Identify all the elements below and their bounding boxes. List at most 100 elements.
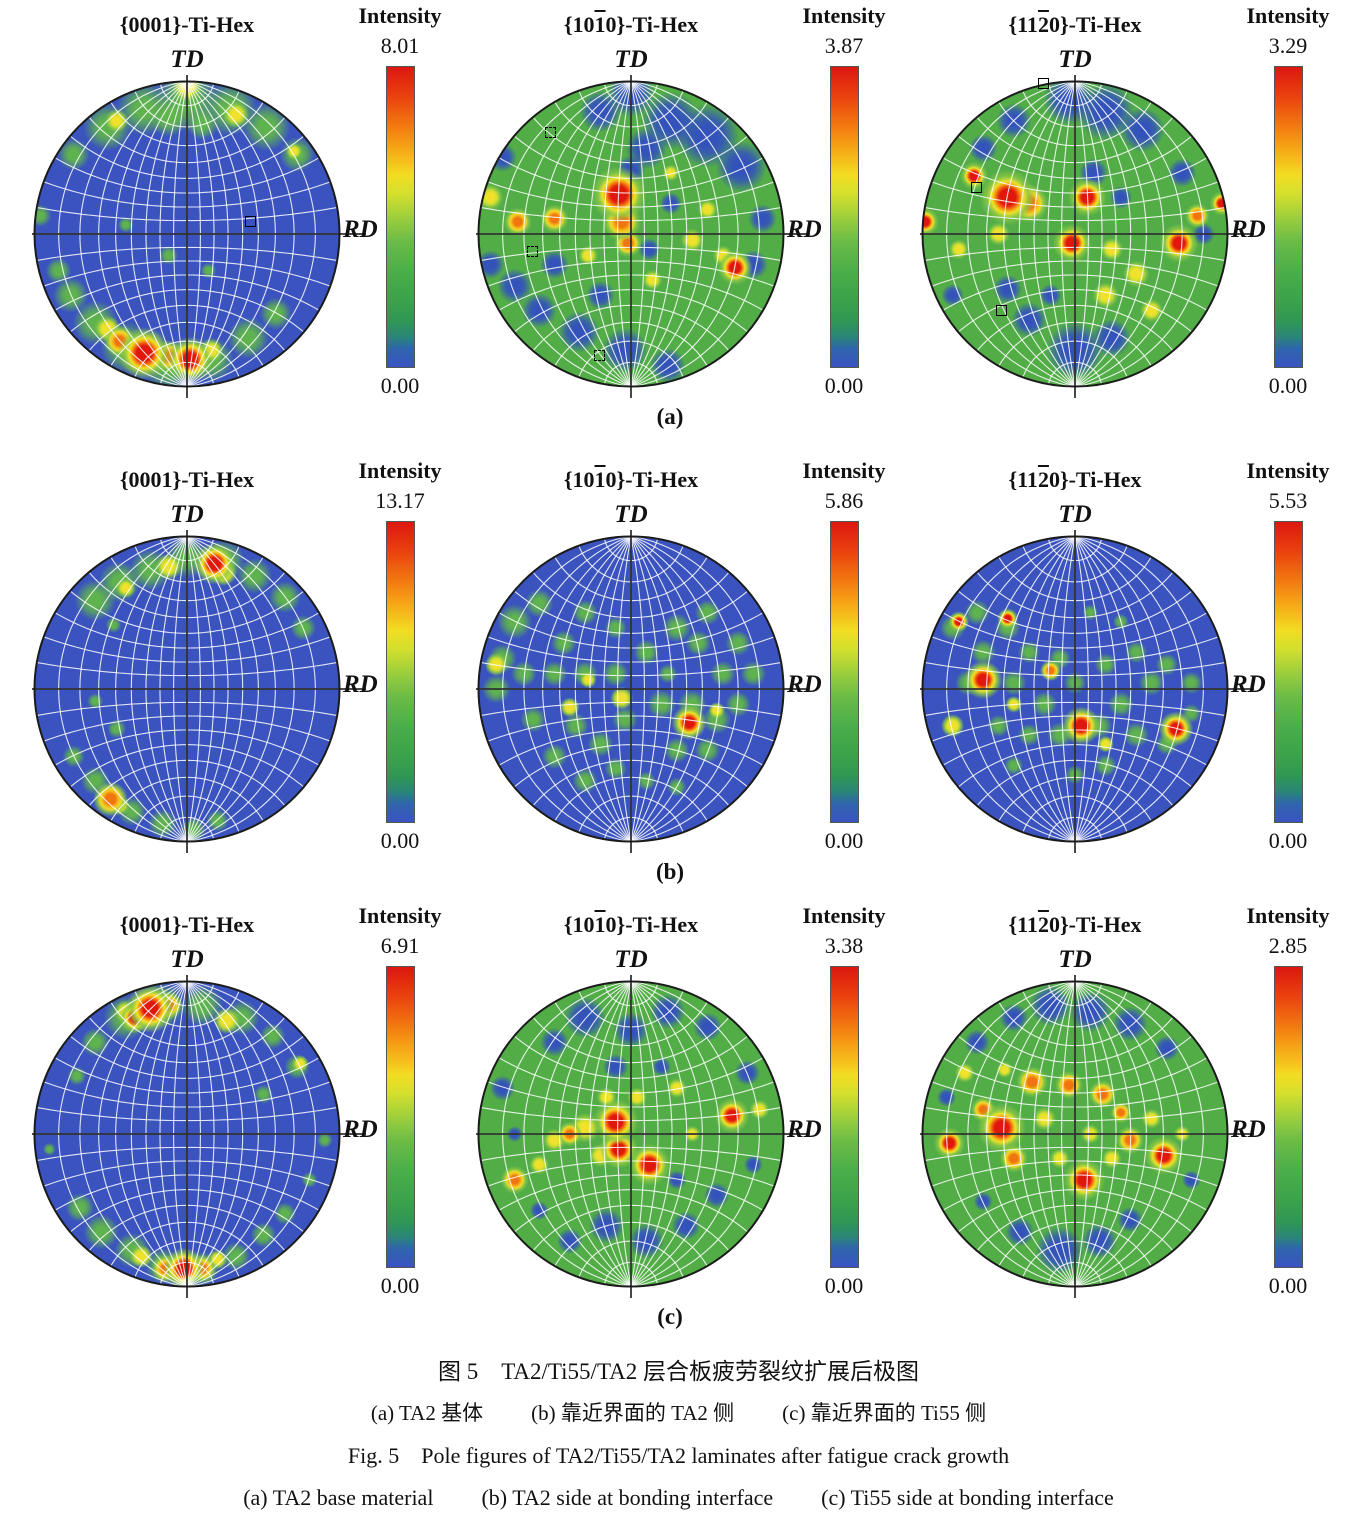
colorbar-min-value: 0.00: [380, 373, 420, 398]
colorbar-max-value: 3.29: [1268, 33, 1308, 58]
pole-figure-title: {0001}-Ti-Hex: [34, 912, 340, 938]
pole-figure-row-c: {0001}-Ti-Hex TD RD Intensity 6.91 0.00 {1010}…: [0, 900, 1357, 1352]
selection-square-marker: [545, 127, 557, 139]
pole-figure-panel: {0001}-Ti-Hex TD RD Intensity 13.17 0.00: [0, 455, 452, 907]
pole-figure-title: {1010}-Ti-Hex: [478, 467, 784, 493]
intensity-colorbar: [829, 66, 859, 368]
title-text: 0}-Ti-Hex: [1048, 912, 1142, 937]
colorbar-title: Intensity: [358, 903, 442, 928]
caption-en-subtitle: (a) TA2 base material (b) TA2 side at bon…: [0, 1484, 1357, 1511]
colorbar-min-value: 0.00: [824, 373, 864, 398]
title-text: {11: [1008, 467, 1038, 492]
colorbar-min-value: 0.00: [824, 828, 864, 853]
pole-figure-plot: [476, 975, 810, 1298]
colorbar-max-value: 13.17: [375, 488, 425, 513]
stereographic-grid: [32, 975, 366, 1298]
intensity-colorbar: [829, 521, 859, 823]
stereographic-grid: [920, 75, 1254, 398]
title-text: {10: [563, 912, 595, 937]
intensity-colorbar: [829, 966, 859, 1268]
title-text: {11: [1008, 912, 1038, 937]
td-axis-label: TD: [170, 46, 204, 73]
pole-figure-rim: [33, 980, 341, 1288]
colorbar-title: Intensity: [1246, 3, 1330, 28]
title-text: {0001: [119, 912, 173, 937]
intensity-colorbar-block: Intensity 6.91 0.00: [348, 900, 452, 1299]
colorbar-title: Intensity: [358, 3, 442, 28]
pole-figure-title: {1120}-Ti-Hex: [922, 467, 1228, 493]
pole-figure-plot: [32, 975, 366, 1298]
td-axis-label: TD: [1058, 501, 1092, 528]
rd-axis-label: RD: [787, 671, 822, 698]
pole-figure-rim: [477, 80, 785, 388]
intensity-colorbar-block: Intensity 5.53 0.00: [1236, 455, 1340, 854]
pole-figure-panel: {0001}-Ti-Hex TD RD Intensity 8.01 0.00: [0, 0, 452, 452]
title-overbar-digit: 1: [594, 467, 606, 492]
pole-figure-row-a: {0001}-Ti-Hex TD RD Intensity 8.01 0.00 {1010}…: [0, 0, 1357, 452]
pole-figure-title: {1120}-Ti-Hex: [922, 12, 1228, 38]
colorbar-title: Intensity: [802, 3, 886, 28]
selection-square-marker: [971, 182, 983, 194]
caption-en-title: Fig. 5 Pole figures of TA2/Ti55/TA2 lami…: [347, 1443, 1010, 1468]
caption-en-subtitle-part: (c) Ti55 side at bonding interface: [821, 1485, 1114, 1510]
rd-axis-label: RD: [1231, 216, 1266, 243]
pole-figure-panel: {1010}-Ti-Hex TD RD Intensity 5.86 0.00: [444, 455, 896, 907]
intensity-colorbar: [385, 66, 415, 368]
stereographic-grid: [920, 530, 1254, 853]
title-text: {0001: [119, 12, 173, 37]
colorbar-max-value: 6.91: [380, 933, 420, 958]
selection-square-marker: [245, 215, 257, 227]
rd-axis-label: RD: [343, 1116, 378, 1143]
title-text: {10: [563, 12, 595, 37]
title-overbar-digit: 2: [1037, 912, 1049, 937]
pole-figure-plot: [32, 530, 366, 853]
rd-axis-label: RD: [1231, 1116, 1266, 1143]
pole-figure-panel: {1120}-Ti-Hex TD RD Intensity 5.53 0.00: [888, 455, 1340, 907]
pole-figure-rim: [477, 980, 785, 1288]
pole-figure-rim: [33, 80, 341, 388]
colorbar-title: Intensity: [802, 458, 886, 483]
title-text: 0}-Ti-Hex: [1048, 12, 1142, 37]
caption-zh-subtitle-part: (b) 靠近界面的 TA2 侧: [531, 1401, 735, 1425]
title-text: 0}-Ti-Hex: [605, 467, 699, 492]
row-label-b: (b): [655, 859, 685, 884]
intensity-colorbar: [1273, 66, 1303, 368]
intensity-colorbar-block: Intensity 3.87 0.00: [792, 0, 896, 399]
pole-figure-rim: [477, 535, 785, 843]
stereographic-grid: [32, 75, 366, 398]
pole-figure-rim: [921, 980, 1229, 1288]
colorbar-min-value: 0.00: [824, 1273, 864, 1298]
pole-figure-rim: [921, 535, 1229, 843]
intensity-colorbar: [385, 521, 415, 823]
colorbar-max-value: 3.87: [824, 33, 864, 58]
intensity-colorbar-block: Intensity 3.38 0.00: [792, 900, 896, 1299]
pole-figure-panel: {1010}-Ti-Hex TD RD Intensity 3.38 0.00: [444, 900, 896, 1352]
rd-axis-label: RD: [787, 216, 822, 243]
colorbar-max-value: 8.01: [380, 33, 420, 58]
caption-zh-subtitle: (a) TA2 基体 (b) 靠近界面的 TA2 侧 (c) 靠近界面的 Ti55 …: [0, 1400, 1357, 1427]
title-text: {11: [1008, 12, 1038, 37]
title-text: }-Ti-Hex: [172, 912, 255, 937]
stereographic-grid: [476, 75, 810, 398]
rd-axis-label: RD: [787, 1116, 822, 1143]
colorbar-min-value: 0.00: [1268, 1273, 1308, 1298]
pole-figure-plot: [920, 530, 1254, 853]
stereographic-grid: [476, 530, 810, 853]
title-overbar-digit: 1: [594, 12, 606, 37]
intensity-colorbar-block: Intensity 13.17 0.00: [348, 455, 452, 854]
pole-figure-plot: [920, 975, 1254, 1298]
caption-zh-subtitle-part: (a) TA2 基体: [370, 1401, 484, 1425]
intensity-colorbar-block: Intensity 2.85 0.00: [1236, 900, 1340, 1299]
pole-figure-panel: {1010}-Ti-Hex TD RD Intensity 3.87 0.00: [444, 0, 896, 452]
colorbar-title: Intensity: [802, 903, 886, 928]
pole-figure-title: {0001}-Ti-Hex: [34, 12, 340, 38]
colorbar-max-value: 5.86: [824, 488, 864, 513]
pole-figure-title: {1010}-Ti-Hex: [478, 912, 784, 938]
colorbar-max-value: 3.38: [824, 933, 864, 958]
td-axis-label: TD: [170, 946, 204, 973]
rd-axis-label: RD: [343, 671, 378, 698]
colorbar-min-value: 0.00: [380, 1273, 420, 1298]
title-text: 0}-Ti-Hex: [605, 12, 699, 37]
caption-en-subtitle-part: (b) TA2 side at bonding interface: [481, 1485, 774, 1510]
title-text: {10: [563, 467, 595, 492]
